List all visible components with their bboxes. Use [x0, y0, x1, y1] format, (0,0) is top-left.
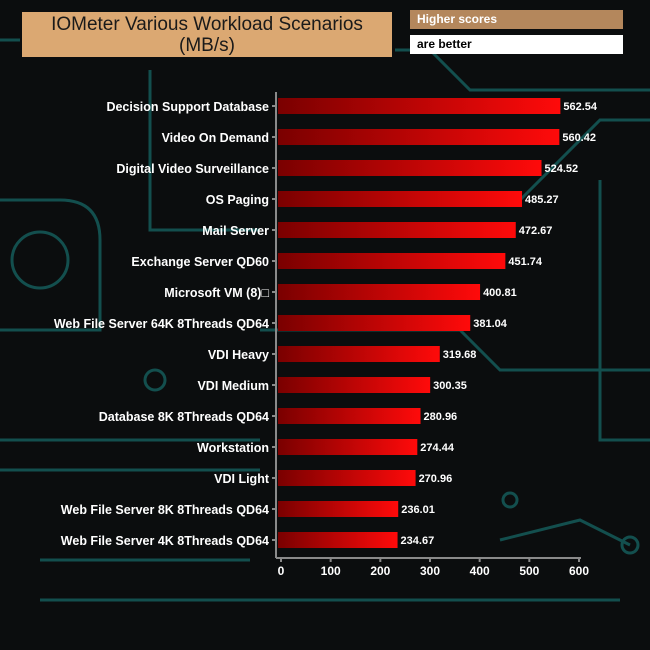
are-better-note: are better	[410, 35, 623, 54]
higher-scores-note: Higher scores	[410, 10, 623, 29]
x-tick-label: 500	[519, 564, 539, 578]
value-label: 472.67	[519, 225, 553, 237]
bar	[278, 315, 471, 331]
value-label: 270.96	[419, 473, 453, 485]
category-label: Exchange Server QD60	[131, 255, 269, 269]
category-label: Workstation	[197, 441, 269, 455]
bar	[278, 501, 399, 517]
bar	[278, 222, 516, 238]
category-label: Decision Support Database	[106, 100, 269, 114]
bar	[278, 129, 560, 145]
bar	[278, 284, 481, 300]
category-label: Database 8K 8Threads QD64	[99, 410, 269, 424]
value-label: 234.67	[401, 535, 435, 547]
chart-subtitle: (MB/s)	[179, 35, 235, 56]
value-label: 274.44	[420, 442, 455, 454]
x-tick-label: 300	[420, 564, 440, 578]
value-label: 381.04	[473, 318, 508, 330]
category-label: VDI Medium	[197, 379, 269, 393]
category-label: Web File Server 4K 8Threads QD64	[61, 534, 269, 548]
value-label: 400.81	[483, 287, 517, 299]
x-tick-label: 100	[321, 564, 341, 578]
x-tick-label: 200	[370, 564, 390, 578]
bar	[278, 439, 418, 455]
x-tick-label: 0	[278, 564, 285, 578]
category-label: OS Paging	[206, 193, 269, 207]
value-label: 485.27	[525, 194, 559, 206]
value-label: 451.74	[508, 256, 543, 268]
category-label: Mail Server	[202, 224, 269, 238]
bar	[278, 377, 431, 393]
bar	[278, 470, 416, 486]
x-tick-label: 400	[470, 564, 490, 578]
category-label: Web File Server 64K 8Threads QD64	[54, 317, 269, 331]
category-label: Microsoft VM (8)□	[164, 286, 269, 300]
bar	[278, 98, 561, 114]
category-label: VDI Light	[214, 472, 270, 486]
bar	[278, 532, 398, 548]
value-label: 524.52	[545, 163, 579, 175]
value-label: 560.42	[562, 132, 596, 144]
chart-title: IOMeter Various Workload Scenarios	[51, 14, 363, 35]
value-label: 300.35	[433, 380, 467, 392]
value-label: 280.96	[424, 411, 458, 423]
bar	[278, 253, 506, 269]
category-label: VDI Heavy	[208, 348, 269, 362]
x-tick-label: 600	[569, 564, 589, 578]
bar	[278, 346, 440, 362]
bar	[278, 408, 421, 424]
bar	[278, 160, 542, 176]
category-label: Video On Demand	[162, 131, 269, 145]
category-label: Digital Video Surveillance	[116, 162, 269, 176]
chart-title-box: IOMeter Various Workload Scenarios (MB/s…	[22, 12, 392, 57]
category-label: Web File Server 8K 8Threads QD64	[61, 503, 269, 517]
bar	[278, 191, 523, 207]
value-label: 562.54	[563, 101, 598, 113]
value-label: 236.01	[401, 504, 435, 516]
value-label: 319.68	[443, 349, 477, 361]
